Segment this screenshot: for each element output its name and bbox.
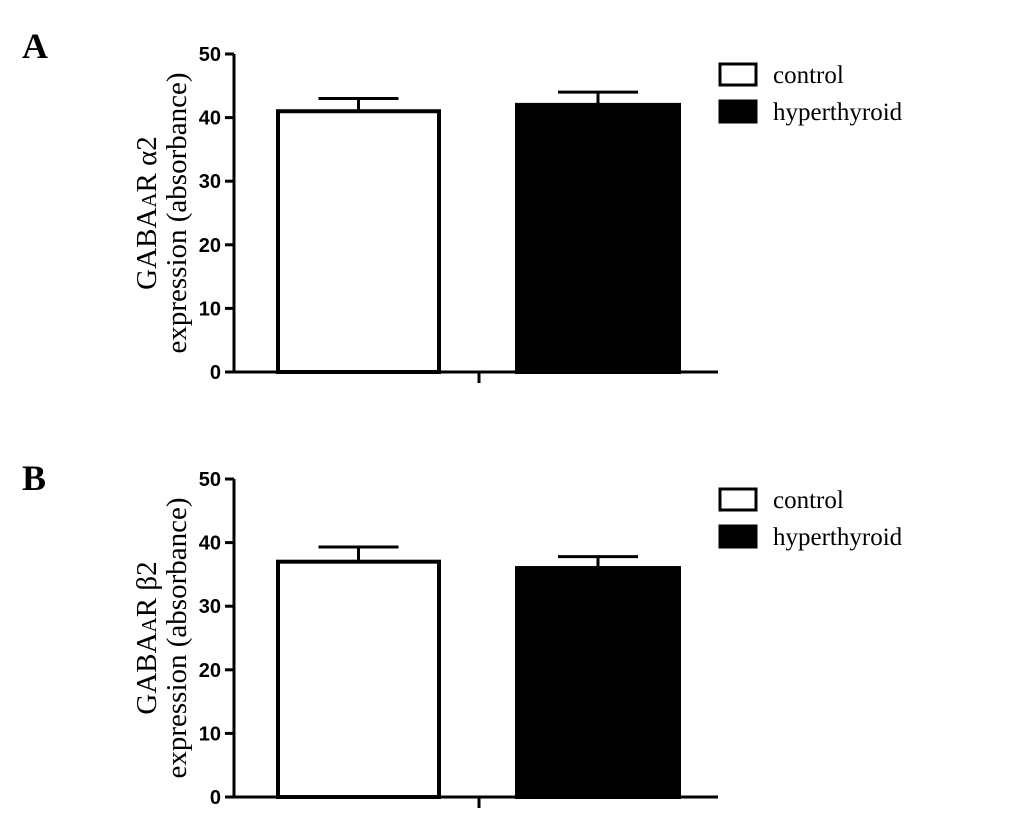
y-tick-label: 30 [199, 171, 221, 193]
legend-label-control: control [773, 62, 844, 89]
y-tick-label: 10 [199, 723, 221, 745]
y-axis-label-rest: R α2 [131, 136, 163, 192]
y-tick-label: 50 [199, 44, 221, 66]
legend-swatch-control [718, 487, 758, 512]
panel-letter: A [22, 26, 48, 66]
y-axis-label-line-1: GABAAR α2 [131, 136, 163, 290]
legend-swatch-hyperthyroid [718, 524, 758, 549]
y-axis-label-subscript: A [137, 616, 161, 632]
y-axis-label-line-1: GABAAR β2 [131, 561, 163, 714]
y-axis-label-subscript: A [137, 192, 161, 208]
y-tick-label: 20 [199, 235, 221, 257]
bar-control [276, 109, 441, 375]
legend-swatch-control [718, 62, 758, 87]
legend-swatch-hyperthyroid [718, 99, 758, 124]
y-axis-label-line-2: expression (absorbance) [161, 72, 193, 353]
bar-control [276, 559, 441, 799]
y-tick-label: 10 [199, 298, 221, 320]
y-tick-label: 0 [210, 362, 221, 384]
y-axis-label-rest: R β2 [131, 561, 163, 617]
y-axis-label-line-2: expression (absorbance) [161, 497, 193, 778]
y-axis-label-main: GABA [131, 632, 163, 714]
y-tick-label: 50 [199, 469, 221, 491]
legend-label-hyperthyroid: hyperthyroid [773, 99, 903, 126]
y-tick-label: 30 [199, 596, 221, 618]
bar-hyperthyroid [515, 102, 681, 374]
legend-label-control: control [773, 487, 844, 514]
panel-letter: B [22, 458, 46, 498]
y-tick-label: 40 [199, 533, 221, 555]
bar-hyperthyroid [515, 566, 681, 799]
legend-label-hyperthyroid: hyperthyroid [773, 524, 903, 551]
y-tick-label: 40 [199, 108, 221, 130]
y-axis-label-main: GABA [131, 208, 163, 290]
y-tick-label: 20 [199, 660, 221, 682]
y-tick-label: 0 [210, 787, 221, 809]
